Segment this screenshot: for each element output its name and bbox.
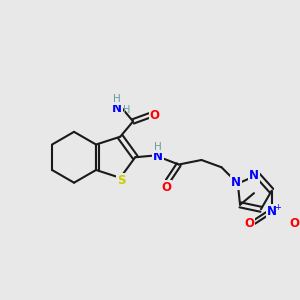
Text: N: N — [231, 176, 241, 189]
Text: H: H — [113, 94, 121, 104]
Text: N: N — [267, 205, 277, 218]
Text: N: N — [153, 150, 163, 163]
Text: O: O — [161, 181, 171, 194]
Text: S: S — [117, 174, 125, 187]
Text: O: O — [244, 217, 254, 230]
Text: H: H — [123, 105, 130, 115]
Text: H: H — [154, 142, 162, 152]
Text: O: O — [289, 217, 299, 230]
Text: N: N — [249, 169, 259, 182]
Text: N: N — [112, 102, 122, 115]
Text: +: + — [274, 202, 281, 211]
Text: O: O — [150, 109, 160, 122]
